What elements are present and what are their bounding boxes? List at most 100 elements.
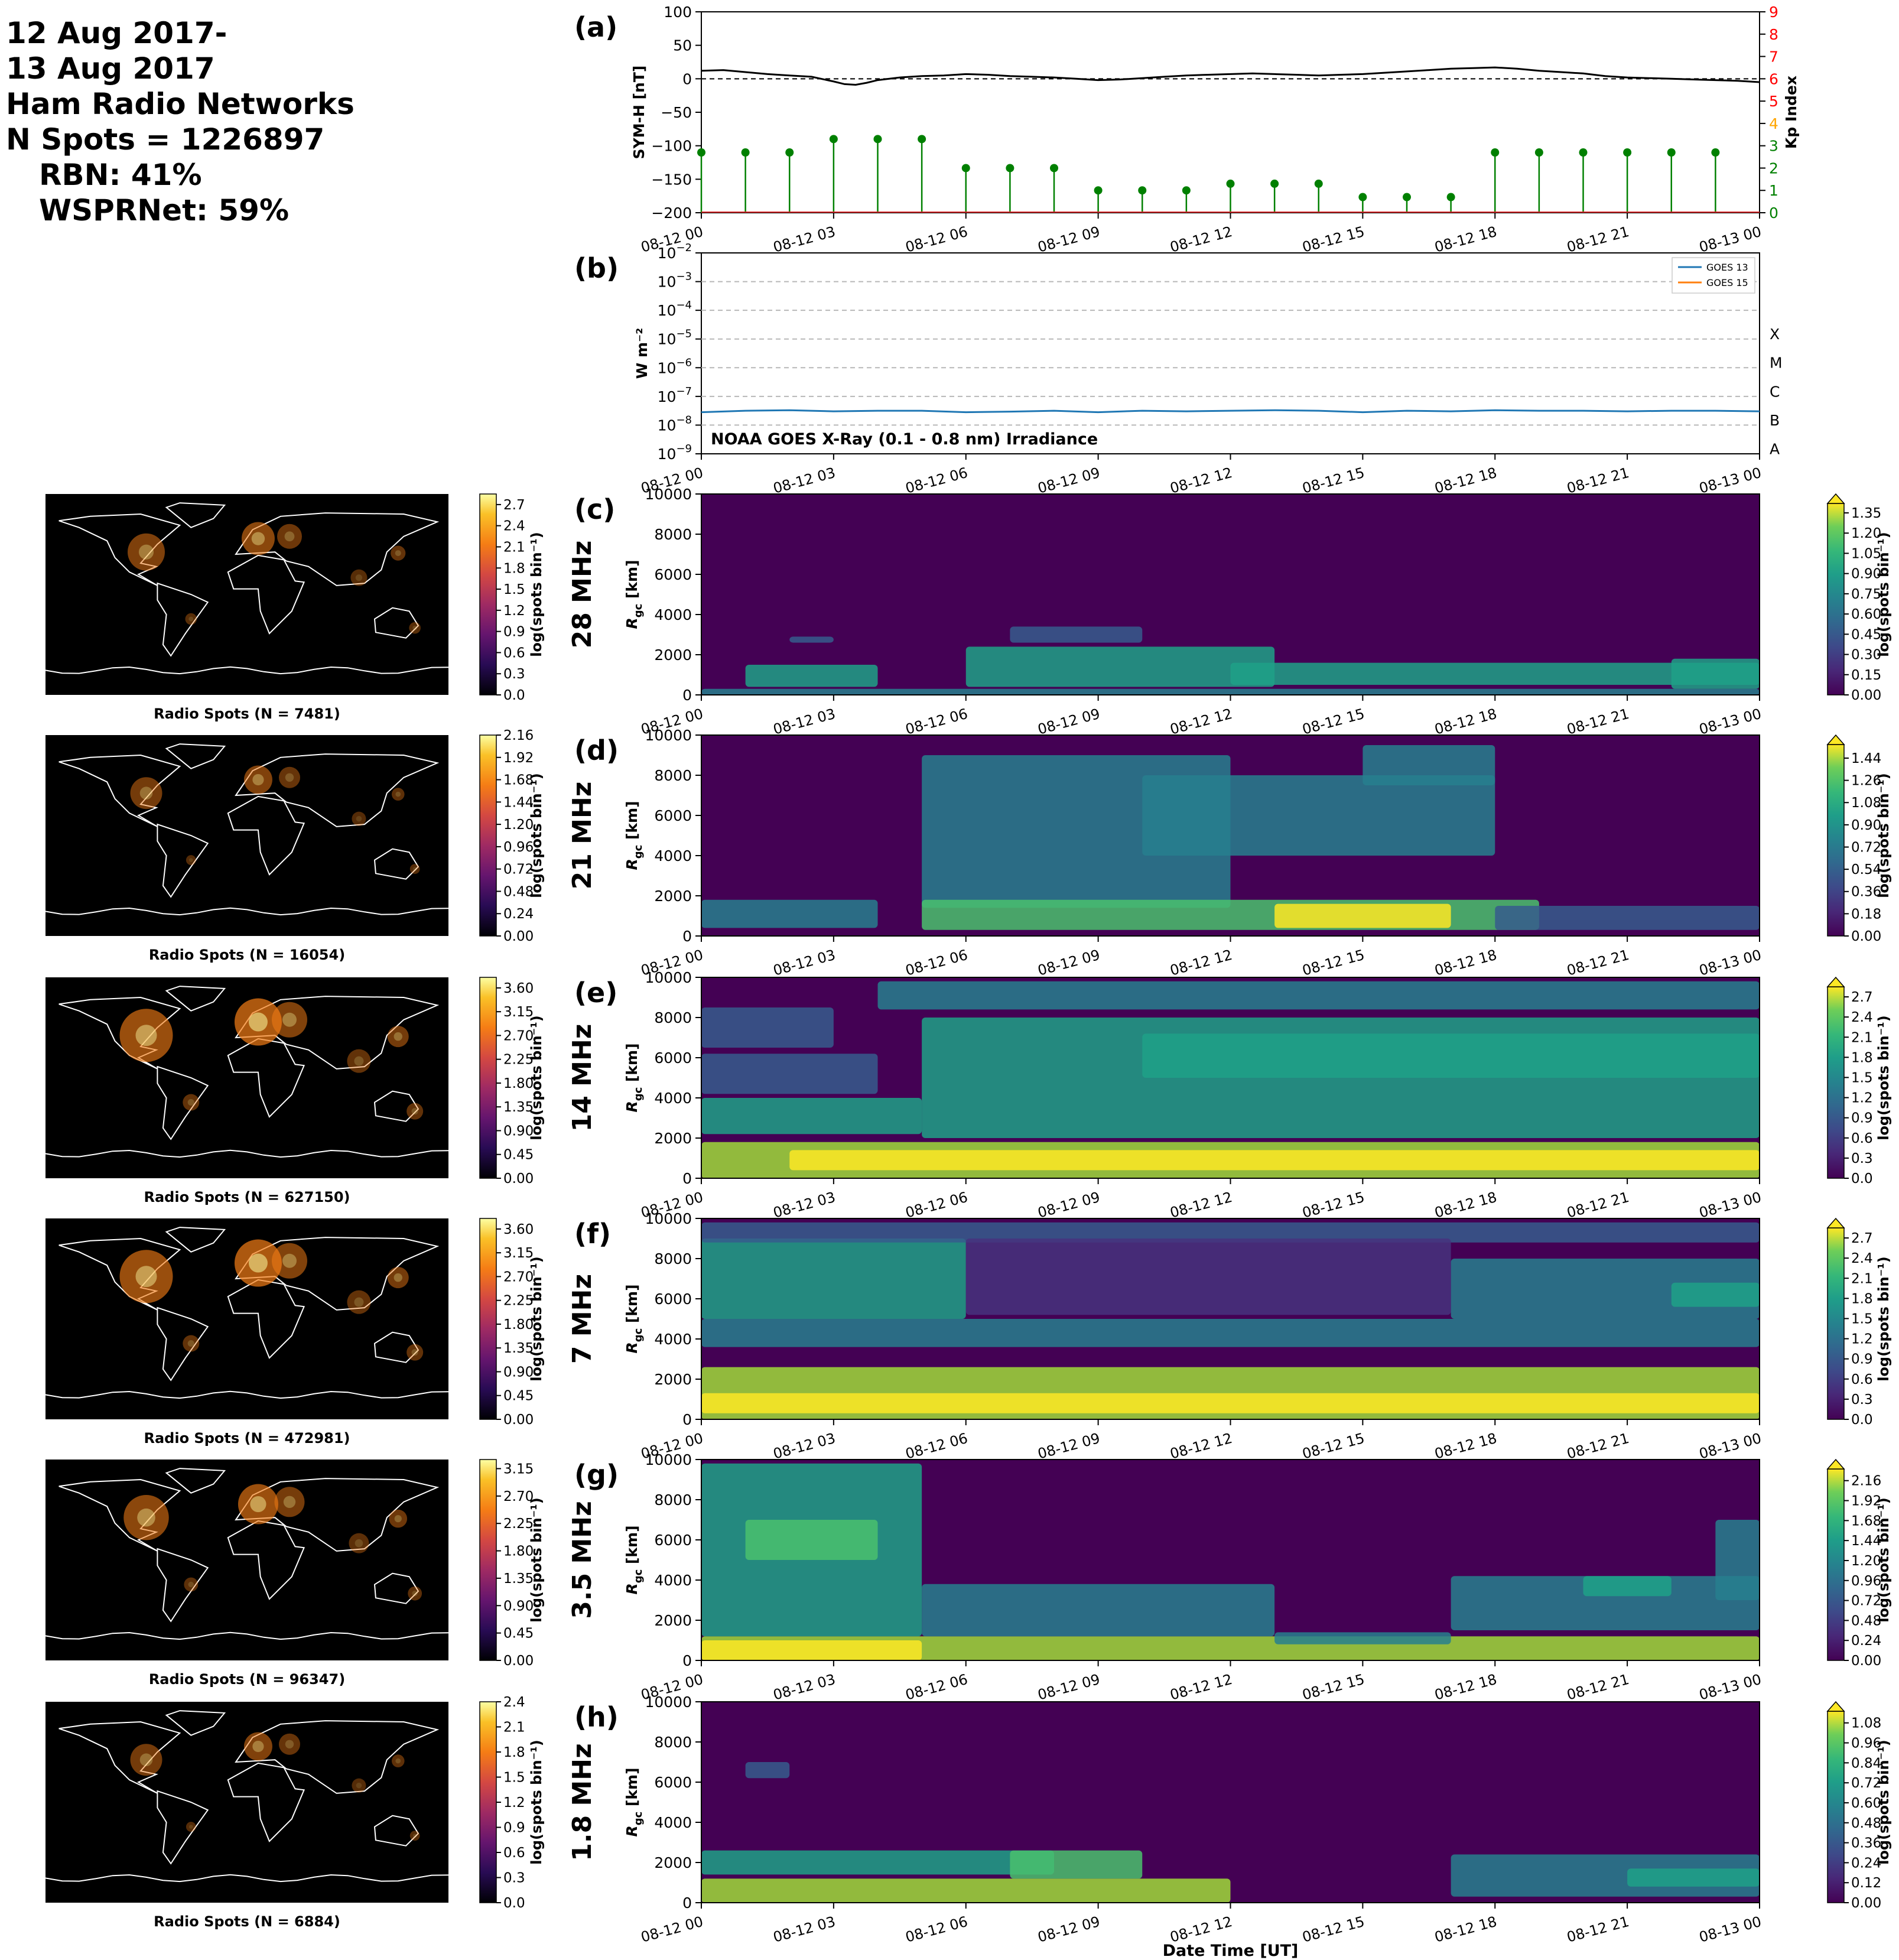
coastline: [227, 1279, 305, 1359]
heatmap-4-colorbar-tick-label: 0.48: [1851, 1613, 1881, 1629]
heatmap-1-colorbar: [1827, 744, 1845, 937]
map-colorbar-tick-label: 0.00: [503, 1412, 534, 1428]
heatmap-4-colorbar-tick-label: 1.68: [1851, 1513, 1881, 1529]
heatmap-2-colorbar-tick-label: 1.2: [1851, 1091, 1873, 1106]
spot-density-cluster: [274, 1487, 305, 1517]
xray-ytick-label: 10−5: [658, 328, 692, 348]
panel-label: (b): [574, 252, 619, 284]
map-colorbar-tick-label: 0.0: [503, 688, 525, 703]
heatmap-1-ytick-label: 10000: [645, 727, 692, 744]
heatmap-1-colorbar-tick-label: 1.08: [1851, 795, 1881, 811]
spot-density-core: [188, 616, 194, 622]
heatmap-1-ytick-label: 4000: [654, 847, 692, 864]
heatmap-0-band-label: 28 MHz: [567, 541, 597, 649]
kp-marker: [1667, 148, 1676, 157]
kp-ytick-label: 9: [1769, 4, 1778, 21]
coastline: [373, 1331, 420, 1363]
heatmap-2-colorbar-tick-label: 0.0: [1851, 1171, 1873, 1187]
world-map-0: [45, 494, 448, 695]
symh-ytick-label: −50: [661, 104, 692, 121]
header-line-date-start: 12 Aug 2017-: [6, 16, 227, 50]
kp-marker: [1270, 179, 1279, 188]
spot-density-cluster: [243, 1732, 272, 1761]
spot-density-core: [282, 1012, 297, 1027]
heatmap-4-colorbar-tick-label: 1.92: [1851, 1494, 1881, 1509]
heatmap-1-y-axis-title: Rgc [km]: [623, 801, 645, 870]
coastline: [227, 554, 305, 635]
spot-density-core: [188, 858, 193, 862]
spot-density-cluster: [119, 1009, 173, 1062]
map-colorbar-tick-label: 2.25: [503, 1052, 534, 1068]
xray-xtick-label: 08-12 18: [1433, 464, 1498, 497]
heatmap-3-colorbar: [1827, 1227, 1845, 1420]
heatmap-0-y-axis-title: Rgc [km]: [623, 560, 645, 629]
coastline-antarctica: [45, 1390, 449, 1399]
spot-density-cluster: [409, 622, 421, 634]
spot-density-core: [411, 1349, 418, 1356]
heatmap-4-colorbar-title: log(spots bin⁻¹): [1875, 1497, 1892, 1623]
heatmap-5-xtick-label: 08-12 00: [639, 1913, 705, 1946]
heatmap-3-colorbar-tick-label: 0.0: [1851, 1412, 1873, 1428]
spot-density-cluster: [352, 1778, 366, 1793]
spot-density-core: [412, 625, 418, 630]
heatmap-4-xtick-label: 08-12 18: [1433, 1671, 1498, 1704]
heatmap-4-xtick-label: 08-12 06: [903, 1671, 969, 1704]
map-colorbar-tick-label: 1.35: [503, 1100, 534, 1115]
spot-density-cluster: [119, 1250, 173, 1304]
heatmap-0-colorbar-title: log(spots bin⁻¹): [1875, 532, 1892, 657]
spot-density-cluster: [243, 765, 272, 794]
heatmap-0-intensity-region: [965, 646, 1275, 687]
heatmap-5-ytick-label: 8000: [654, 1734, 692, 1751]
heatmap-4-ytick-label: 6000: [654, 1532, 692, 1549]
map-colorbar-tick-label: 3.60: [503, 981, 534, 996]
spot-density-core: [411, 1108, 418, 1115]
xray-xtick-label: 08-12 12: [1168, 464, 1234, 497]
map-colorbar-tick-label: 2.7: [503, 498, 525, 513]
kp-marker: [873, 135, 882, 144]
heatmap-3-intensity-region: [965, 1239, 1451, 1315]
heatmap-2-y-axis-title: Rgc [km]: [623, 1043, 645, 1112]
heatmap-3-ytick-label: 4000: [654, 1331, 692, 1348]
heatmap-2-xtick-label: 08-12 03: [772, 1189, 837, 1221]
panel-label: (a): [574, 11, 617, 43]
map-colorbar-tick-label: 3.15: [503, 1246, 534, 1261]
heatmap-1-ytick-label: 0: [682, 928, 692, 945]
heatmap-5-intensity-region: [1627, 1868, 1760, 1887]
spot-density-core: [395, 791, 401, 797]
heatmap-5-ytick-label: 2000: [654, 1854, 692, 1871]
kp-ytick-label: 7: [1769, 48, 1778, 66]
heatmap-0-xtick-label: 08-12 06: [903, 706, 969, 738]
heatmap-2-colorbar-tick-label: 2.1: [1851, 1030, 1873, 1045]
map-colorbar-tick-label: 1.5: [503, 1770, 525, 1786]
heatmap-3-ytick-label: 2000: [654, 1371, 692, 1388]
kp-marker: [1138, 186, 1147, 195]
spot-density-cluster: [130, 777, 162, 810]
heatmap-3-intensity-region: [701, 1222, 1760, 1243]
heatmap-3-colorbar-tick-label: 1.8: [1851, 1291, 1873, 1306]
map-colorbar-1: [479, 734, 497, 937]
map-colorbar-0: [479, 493, 497, 695]
heatmap-5-intensity-region: [1010, 1850, 1143, 1879]
heatmap-5-colorbar-extend: [1826, 1701, 1845, 1712]
heatmap-2-colorbar-tick-label: 2.4: [1851, 1010, 1873, 1025]
spot-density-core: [395, 550, 401, 557]
map-colorbar-tick-label: 0.9: [503, 1821, 525, 1836]
heatmap-0-colorbar-tick-label: 0.30: [1851, 648, 1881, 663]
map-title-3: Radio Spots (N = 472981): [144, 1430, 350, 1447]
spot-density-core: [137, 1508, 155, 1527]
heatmap-2-intensity-region: [1142, 1033, 1760, 1078]
heatmap-0-xtick-label: 08-12 21: [1565, 706, 1631, 738]
heatmap-0-intensity-region: [1671, 658, 1760, 689]
map-colorbar-tick-label: 0.72: [503, 862, 534, 877]
heatmap-0-ytick-label: 8000: [654, 526, 692, 543]
kp-ytick-label: 6: [1769, 70, 1778, 87]
heatmap-2-colorbar-tick-label: 0.3: [1851, 1151, 1873, 1166]
heatmap-4-colorbar-extend: [1826, 1458, 1845, 1470]
heatmap-4-intensity-region: [1715, 1520, 1760, 1600]
heatmap-3-xtick-label: 08-12 06: [903, 1430, 969, 1462]
kp-marker: [1403, 193, 1411, 201]
heatmap-4-xtick-label: 08-12 15: [1300, 1671, 1366, 1704]
xray-legend: [1672, 257, 1755, 294]
heatmap-1-intensity-region: [1495, 906, 1760, 930]
spot-density-cluster: [408, 1586, 422, 1601]
